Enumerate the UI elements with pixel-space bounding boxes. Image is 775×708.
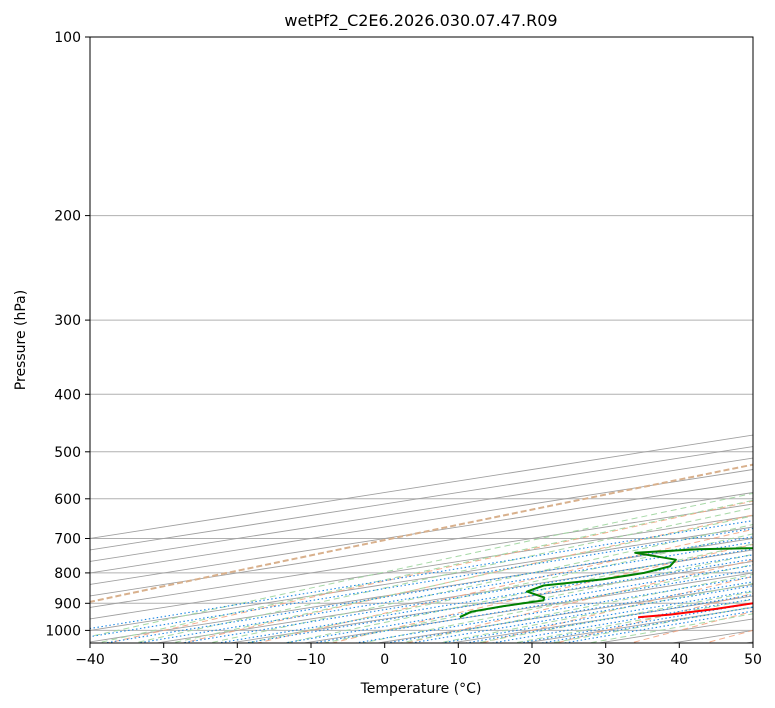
dry-adiabat-line <box>90 463 753 603</box>
mixing-ratio-line <box>438 590 753 643</box>
x-tick-label: −40 <box>75 652 105 668</box>
mixing-ratio-line <box>90 527 753 638</box>
x-axis: −40 −30 −20 −10 0 10 20 30 40 50 <box>75 643 762 668</box>
mixing-ratio-line <box>408 585 753 643</box>
isotherm-line <box>90 515 753 620</box>
x-tick-label: 50 <box>744 652 762 668</box>
mixing-ratio-line <box>383 581 753 643</box>
y-tick-label: 1000 <box>45 623 81 639</box>
moist-adiabat-line <box>207 524 753 643</box>
x-tick-label: −10 <box>296 652 326 668</box>
dry-adiabat-lines <box>105 500 753 643</box>
x-tick-label: −20 <box>223 652 253 668</box>
mixing-ratio-lines <box>90 520 753 643</box>
y-tick-label: 400 <box>54 387 81 403</box>
moist-adiabat-line <box>397 573 753 643</box>
dry-adiabat-line <box>255 528 753 643</box>
chart-title: wetPf2_C2E6.2026.030.07.47.R09 <box>284 11 557 31</box>
x-tick-label: 20 <box>523 652 541 668</box>
x-tick-label: 10 <box>449 652 467 668</box>
x-tick-label: 30 <box>597 652 615 668</box>
y-tick-label: 100 <box>54 30 81 46</box>
moist-adiabat-lines <box>90 492 753 643</box>
x-tick-label: 40 <box>670 652 688 668</box>
pressure-gridlines <box>90 37 753 631</box>
isotherm-line <box>90 492 753 597</box>
isotherm-line <box>90 446 753 551</box>
isotherm-line <box>90 469 753 574</box>
y-tick-label: 500 <box>54 445 81 461</box>
mixing-ratio-line <box>178 548 753 643</box>
y-tick-label: 800 <box>54 566 81 582</box>
mixing-ratio-line <box>352 576 753 643</box>
moist-adiabat-line <box>473 591 753 643</box>
plot-frame <box>89 36 754 644</box>
y-axis-label: Pressure (hPa) <box>13 290 29 390</box>
y-tick-label: 900 <box>54 596 81 612</box>
mixing-ratio-line <box>310 569 753 643</box>
series-group <box>459 547 753 619</box>
isotherm-line <box>90 526 753 631</box>
dry-adiabat-line <box>554 592 753 643</box>
isotherm-line <box>90 503 753 608</box>
y-tick-label: 200 <box>54 209 81 225</box>
isotherm-line <box>90 480 753 585</box>
dry-adiabat-line <box>330 543 753 643</box>
y-tick-label: 700 <box>54 532 81 548</box>
dewpoint-profile <box>459 547 753 619</box>
y-tick-label: 300 <box>54 313 81 329</box>
dry-adiabat-line <box>105 500 753 643</box>
saturation-curve <box>90 463 753 603</box>
plot-area: 0.10.20.40.611.5234681013162025303610203… <box>90 37 753 643</box>
x-tick-label: −30 <box>149 652 179 668</box>
isotherm-line <box>90 457 753 562</box>
y-tick-label: 600 <box>54 492 81 508</box>
moist-adiabat-line <box>245 533 753 643</box>
y-axis: 1000 900 800 700 600 500 400 300 200 100 <box>45 30 90 639</box>
x-axis-label: Temperature (°C) <box>360 681 482 697</box>
dry-adiabat-line <box>479 575 753 643</box>
x-tick-label: 0 <box>380 652 389 668</box>
moist-adiabat-line <box>321 553 753 643</box>
